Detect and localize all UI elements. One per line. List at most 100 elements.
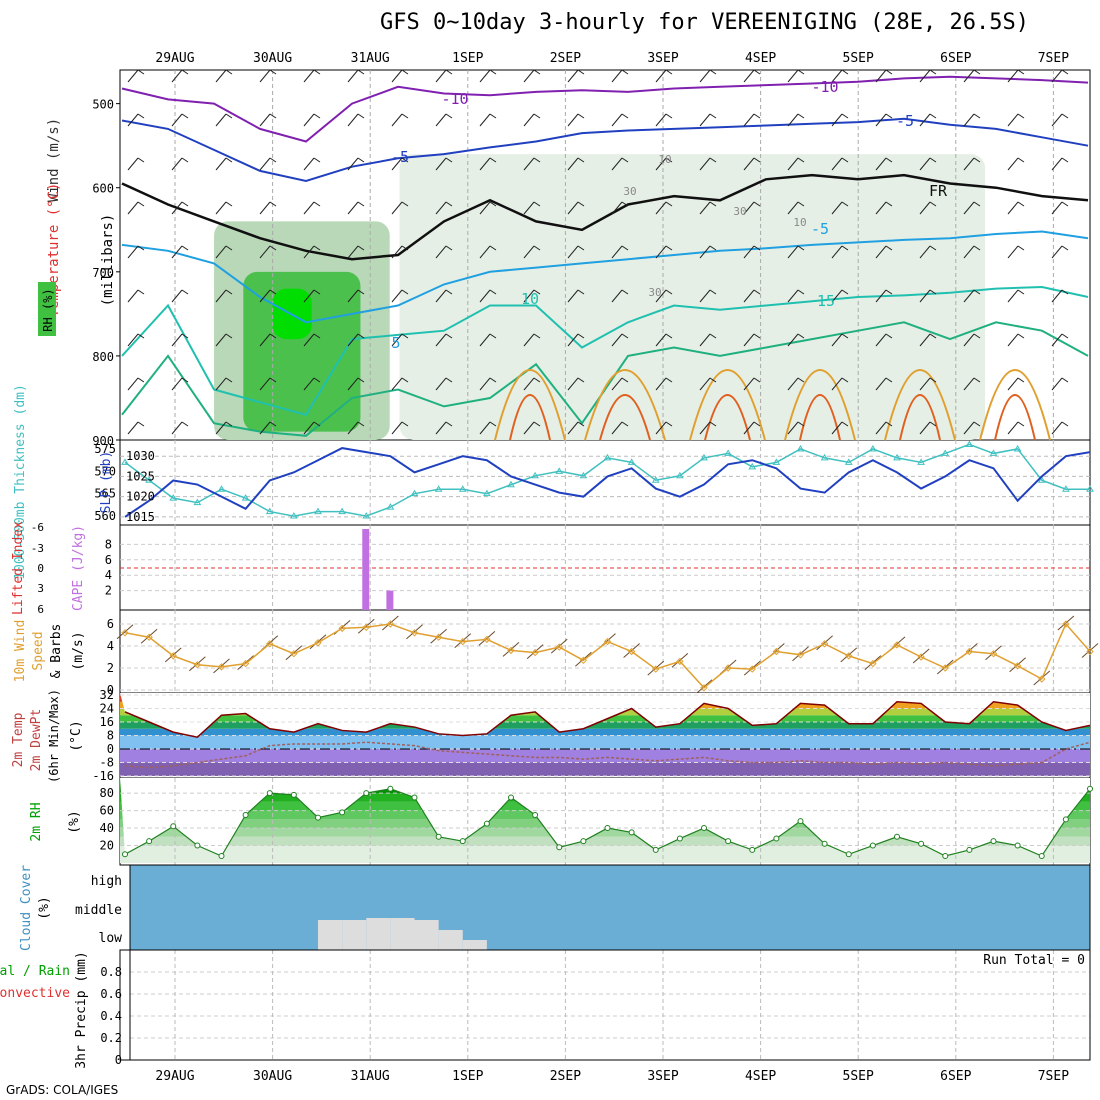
wind-barb xyxy=(655,421,667,435)
temp-band xyxy=(120,735,1090,749)
wind-barb xyxy=(875,289,887,303)
temp-band xyxy=(120,722,1090,729)
temp-band xyxy=(120,749,1090,763)
wind-barb xyxy=(1051,289,1063,303)
wind-barb xyxy=(171,113,183,127)
rh-point xyxy=(1087,785,1093,792)
thickness-point xyxy=(289,512,298,519)
wind-barb xyxy=(655,157,667,171)
rh-legend-swatch xyxy=(38,282,56,336)
wind-barb-flag xyxy=(269,201,277,207)
wind-barb-flag xyxy=(181,289,189,295)
wind-barb xyxy=(303,113,315,127)
wind-barb-flag xyxy=(973,377,981,383)
thickness-point xyxy=(217,485,226,492)
wind-barb-flag xyxy=(137,289,145,295)
wind-barb xyxy=(1007,421,1019,435)
top-day-label-4SEP: 4SEP xyxy=(745,51,776,66)
wind-barb-flag xyxy=(1061,201,1069,207)
wind-barb xyxy=(127,245,139,259)
bottom-day-label-2SEP: 2SEP xyxy=(550,1069,581,1084)
wind-barb xyxy=(435,201,447,215)
wind-barb-flag xyxy=(665,113,673,119)
wind-speed-point xyxy=(507,646,515,655)
rh-point xyxy=(315,814,321,821)
wind-barb xyxy=(171,377,183,391)
wind-barb xyxy=(303,421,315,435)
wind-barb xyxy=(912,648,930,664)
ylabel-wind10-b: Speed xyxy=(31,631,46,670)
wind-barb xyxy=(787,201,799,215)
wind-speed-point xyxy=(1062,620,1070,628)
thickness-point xyxy=(338,507,347,515)
rh-mask xyxy=(120,778,1090,857)
wind-barb-flag xyxy=(797,69,805,75)
wind-barb xyxy=(567,421,579,435)
wind-barb xyxy=(963,421,975,435)
wind-barb-flag xyxy=(357,69,365,75)
wind-barb xyxy=(919,421,931,435)
bottom-day-label-6SEP: 6SEP xyxy=(940,1069,971,1084)
wind-barb-flag xyxy=(445,245,453,251)
wind-barb-flag xyxy=(797,157,805,163)
wind-barb xyxy=(963,245,975,259)
wind-barb-flag xyxy=(621,289,629,295)
wind-barb xyxy=(831,69,843,83)
thickness-point xyxy=(748,462,757,470)
low-cloud-block xyxy=(342,920,367,950)
wind-barb xyxy=(259,69,271,83)
wind-barb xyxy=(479,289,491,303)
rh-point xyxy=(556,844,563,851)
isotherm--5 xyxy=(121,117,1089,183)
wind-barb-flag xyxy=(577,333,585,339)
wind-barb xyxy=(919,113,931,127)
wind-barb-flag xyxy=(313,113,321,119)
ylabel-millibars: (millibars) xyxy=(100,214,116,307)
wind-speed-point xyxy=(266,640,274,648)
wind-barb xyxy=(479,69,491,83)
cape-panel xyxy=(120,525,1090,610)
ylabel-li: Lifted Index xyxy=(11,521,26,615)
thickness-point xyxy=(893,453,901,461)
wind-barb xyxy=(435,377,447,391)
wind-barb-flag xyxy=(929,377,937,383)
wind-barb xyxy=(655,377,667,391)
wind-barb xyxy=(259,113,271,127)
rh-point xyxy=(435,833,442,840)
credit-text: GrADS: COLA/IGES xyxy=(6,1083,119,1097)
thickness-point xyxy=(121,458,129,465)
wind-barb xyxy=(215,377,227,391)
wind-barb-flag xyxy=(357,289,365,295)
rh-point xyxy=(266,790,273,797)
wind-barb-flag xyxy=(797,421,805,427)
wind-barb-flag xyxy=(753,289,761,295)
wind-speed-point xyxy=(845,652,853,660)
bottom-day-label-7SEP: 7SEP xyxy=(1038,1069,1069,1084)
wind-speed-point xyxy=(748,665,756,673)
wind-barb xyxy=(391,377,403,391)
wind-barb xyxy=(1051,377,1063,391)
wind-barb xyxy=(831,377,843,391)
wind-barb xyxy=(215,333,227,347)
ylabel-wind10-d: (m/s) xyxy=(71,631,86,670)
slp-tick: 1015 xyxy=(126,510,155,524)
ylabel-rh2m-unit: (%) xyxy=(67,810,82,833)
temp-tick: 16 xyxy=(100,715,114,729)
wind-barb-flag xyxy=(621,377,629,383)
wind-barb xyxy=(1007,289,1019,303)
wind-barb xyxy=(357,618,375,634)
warm-arch xyxy=(979,369,1051,441)
wind-barb-flag xyxy=(489,377,497,383)
top-day-label-5SEP: 5SEP xyxy=(843,51,874,66)
wind-barb-flag xyxy=(533,289,541,295)
wind-barb-flag xyxy=(621,113,629,119)
contour-label: -10 xyxy=(441,90,468,108)
wind-barb-flag xyxy=(489,69,497,75)
top-day-label-1SEP: 1SEP xyxy=(452,51,483,66)
wind-barb xyxy=(743,157,755,171)
wind-barb xyxy=(611,333,623,347)
ylabel-temp-b: 2m DewPt xyxy=(29,709,44,772)
wind-barb-flag xyxy=(313,421,321,427)
thickness-point xyxy=(965,440,974,447)
wind-barb xyxy=(787,333,799,347)
